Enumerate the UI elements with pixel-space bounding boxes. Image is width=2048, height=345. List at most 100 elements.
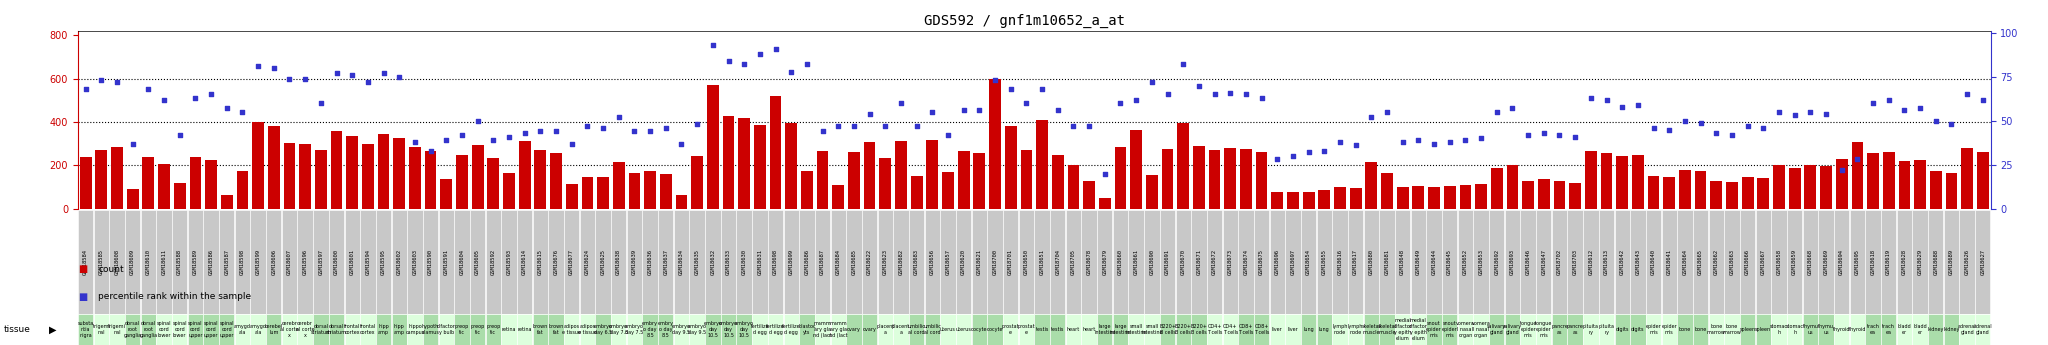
Text: testis: testis — [1036, 327, 1049, 332]
Bar — [1802, 314, 1819, 345]
Bar — [1599, 314, 1614, 345]
Bar — [879, 158, 891, 209]
Text: GSM18689: GSM18689 — [1950, 249, 1954, 275]
Text: GSM18661: GSM18661 — [1135, 249, 1139, 275]
Bar — [1741, 210, 1755, 314]
Bar — [1473, 314, 1489, 345]
Bar — [377, 134, 389, 209]
Point — [1104, 100, 1137, 106]
Bar — [330, 210, 344, 314]
Point — [289, 76, 322, 81]
Bar — [313, 210, 328, 314]
Bar — [78, 314, 94, 345]
Text: thymu
us: thymu us — [1802, 324, 1819, 335]
Bar — [1176, 210, 1190, 314]
Bar — [1679, 170, 1692, 209]
Bar — [723, 116, 735, 209]
Bar — [1255, 152, 1268, 209]
Point — [1606, 104, 1638, 109]
Point — [1323, 139, 1356, 145]
Bar — [1819, 210, 1833, 314]
Text: GSM18692: GSM18692 — [1495, 249, 1499, 275]
Text: GSM18638: GSM18638 — [616, 249, 621, 275]
Text: GSM18622: GSM18622 — [866, 249, 872, 275]
Bar — [1974, 314, 1991, 345]
Bar — [1913, 314, 1927, 345]
Point — [430, 137, 463, 143]
Text: GSM18686: GSM18686 — [805, 249, 809, 275]
Point — [84, 78, 117, 83]
Bar — [1569, 183, 1581, 209]
Bar — [360, 314, 375, 345]
Point — [760, 46, 793, 51]
Point — [164, 132, 197, 138]
Text: GSM18627: GSM18627 — [1980, 249, 1985, 275]
Point — [868, 123, 901, 129]
Text: small
intestine: small intestine — [1141, 324, 1163, 335]
Text: GSM18657: GSM18657 — [946, 249, 950, 275]
Point — [1841, 157, 1874, 162]
Bar — [143, 157, 154, 209]
Bar — [344, 210, 360, 314]
Text: GSM18660: GSM18660 — [1118, 249, 1122, 275]
Bar — [1473, 210, 1489, 314]
Bar — [1927, 314, 1944, 345]
Text: GSM18604: GSM18604 — [459, 249, 465, 275]
Text: hipp
amp: hipp amp — [393, 324, 406, 335]
Bar — [1599, 210, 1614, 314]
Bar — [1051, 314, 1065, 345]
Bar — [1614, 210, 1630, 314]
Text: large
intestine: large intestine — [1110, 324, 1130, 335]
Bar — [879, 210, 893, 314]
Bar — [610, 210, 627, 314]
Text: GSM18649: GSM18649 — [1415, 249, 1421, 275]
Text: CD8+
T cells: CD8+ T cells — [1239, 324, 1253, 335]
Point — [1073, 123, 1106, 129]
Point — [131, 86, 164, 92]
Bar — [1835, 159, 1847, 209]
Text: salivary
gland: salivary gland — [1503, 324, 1522, 335]
Bar — [1053, 155, 1063, 209]
Point — [1309, 148, 1341, 154]
Bar — [1614, 314, 1630, 345]
Bar — [862, 314, 877, 345]
Bar — [268, 126, 281, 209]
Text: embryo
day
10.5: embryo day 10.5 — [735, 321, 754, 338]
Bar — [1081, 314, 1098, 345]
Point — [1731, 123, 1763, 129]
Text: substa
ntia
nigra: substa ntia nigra — [78, 321, 94, 338]
Text: mamm
ary gla
nd (lact: mamm ary gla nd (lact — [813, 321, 831, 338]
Point — [1528, 130, 1561, 136]
Text: digits: digits — [1616, 327, 1628, 332]
Bar — [940, 314, 956, 345]
Point — [774, 69, 807, 74]
Text: GSM18594: GSM18594 — [365, 249, 371, 275]
Bar — [1661, 210, 1677, 314]
Point — [1356, 115, 1389, 120]
Point — [571, 123, 604, 129]
Bar — [391, 314, 408, 345]
Text: dorsal
root
ganglia: dorsal root ganglia — [139, 321, 158, 338]
Bar — [1522, 180, 1534, 209]
Bar — [1630, 210, 1645, 314]
Bar — [424, 210, 438, 314]
Point — [352, 79, 385, 85]
Point — [713, 58, 745, 64]
Bar — [831, 210, 846, 314]
Text: CD4+
T cells: CD4+ T cells — [1223, 324, 1237, 335]
Text: GSM18629: GSM18629 — [1917, 249, 1923, 275]
Bar — [502, 210, 516, 314]
Bar — [643, 210, 657, 314]
Text: embryo
day 7.5: embryo day 7.5 — [608, 324, 629, 335]
Point — [1589, 97, 1622, 102]
Bar — [94, 314, 109, 345]
Bar — [549, 210, 563, 314]
Text: GSM18584: GSM18584 — [84, 249, 88, 275]
Bar — [1411, 314, 1425, 345]
Text: GSM18670: GSM18670 — [1182, 249, 1186, 275]
Bar — [1380, 173, 1393, 209]
Bar — [485, 210, 502, 314]
Point — [242, 63, 274, 69]
Bar — [346, 136, 358, 209]
Text: GSM18633: GSM18633 — [725, 249, 731, 275]
